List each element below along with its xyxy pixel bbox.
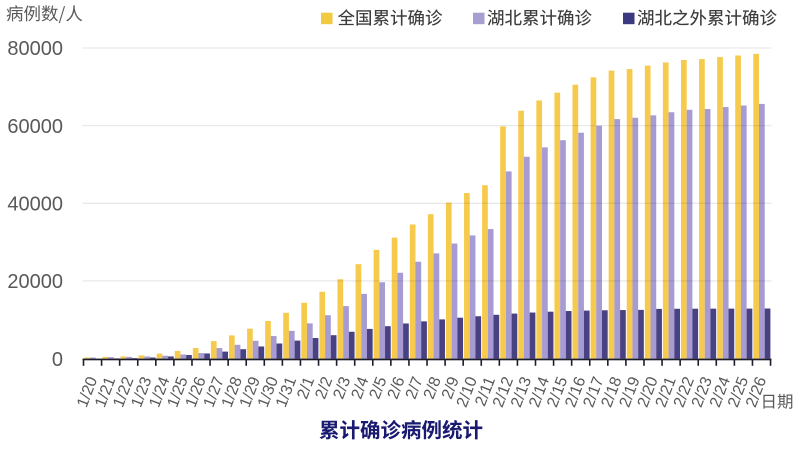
svg-text:2/9: 2/9 [439, 375, 463, 402]
svg-text:40000: 40000 [7, 194, 63, 216]
svg-text:2/2: 2/2 [312, 375, 336, 402]
svg-text:2/1: 2/1 [294, 375, 318, 402]
svg-text:2/8: 2/8 [421, 375, 445, 402]
svg-text:2/4: 2/4 [349, 375, 373, 402]
svg-text:80000: 80000 [7, 38, 63, 60]
svg-text:60000: 60000 [7, 116, 63, 138]
svg-text:2/3: 2/3 [331, 375, 355, 402]
svg-text:2/6: 2/6 [385, 375, 409, 402]
svg-text:2/5: 2/5 [367, 375, 391, 402]
svg-text:2/7: 2/7 [403, 375, 427, 402]
svg-text:20000: 20000 [7, 271, 63, 293]
svg-text:0: 0 [52, 349, 63, 371]
